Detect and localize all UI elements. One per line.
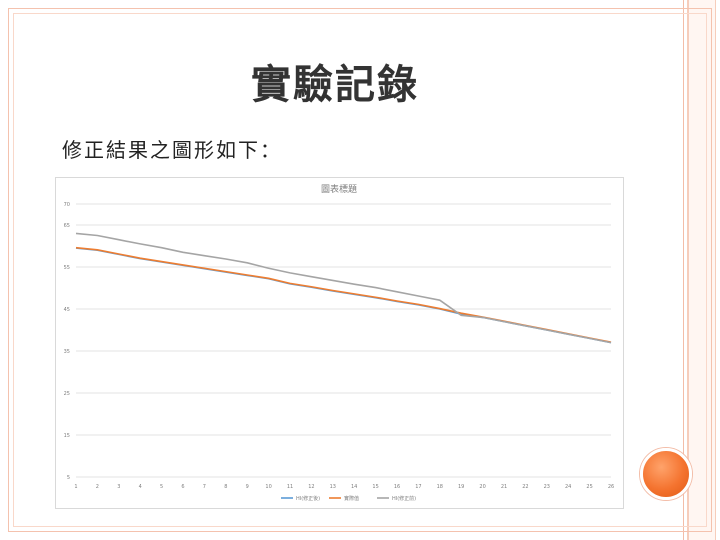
x-tick-label: 13 bbox=[330, 484, 336, 490]
x-tick-label: 5 bbox=[160, 484, 163, 490]
x-tick-label: 20 bbox=[479, 484, 485, 490]
y-tick-label: 35 bbox=[64, 349, 70, 355]
y-tick-label: 45 bbox=[64, 307, 70, 313]
x-tick-label: 10 bbox=[265, 484, 271, 490]
x-axis-tick-labels: 1 2 3 4 5 6 7 8 9 10 11 12 13 14 15 16 17 18 19 20 21 22 23 24 2… bbox=[74, 484, 614, 490]
slide-frame bbox=[8, 8, 712, 532]
x-tick-label: 23 bbox=[544, 484, 550, 490]
x-tick-label: 18 bbox=[437, 484, 443, 490]
x-tick-label: 15 bbox=[372, 484, 378, 490]
x-tick-label: 11 bbox=[287, 484, 293, 490]
legend-label: HI(修正前) bbox=[392, 495, 416, 502]
x-tick-label: 3 bbox=[117, 484, 120, 490]
slide-subtitle: 修正結果之圖形如下： bbox=[62, 138, 282, 162]
x-tick-label: 14 bbox=[351, 484, 357, 490]
slide-frame-inner bbox=[13, 13, 707, 527]
x-tick-label: 19 bbox=[458, 484, 464, 490]
line-chart: 圖表標題 5 15 25 35 45 55 65 70 1 2 3 4 5 6 7 8 9 10 11 12 13 14… bbox=[55, 177, 624, 509]
x-tick-label: 1 bbox=[74, 484, 77, 490]
x-tick-label: 4 bbox=[139, 484, 142, 490]
y-tick-label: 65 bbox=[64, 223, 70, 229]
x-tick-label: 6 bbox=[181, 484, 184, 490]
legend-label: 實際值 bbox=[344, 495, 359, 502]
chart-gridlines bbox=[76, 203, 611, 478]
decorative-orange-circle bbox=[640, 448, 692, 500]
x-tick-label: 12 bbox=[308, 484, 314, 490]
x-tick-label: 21 bbox=[501, 484, 507, 490]
y-tick-label: 5 bbox=[67, 475, 70, 481]
x-tick-label: 9 bbox=[246, 484, 249, 490]
y-tick-label: 55 bbox=[64, 265, 70, 271]
x-tick-label: 26 bbox=[608, 484, 614, 490]
chart-legend: HI(修正後) 實際值 HI(修正前) bbox=[281, 495, 416, 502]
y-tick-label: 25 bbox=[64, 391, 70, 397]
x-tick-label: 7 bbox=[203, 484, 206, 490]
x-tick-label: 8 bbox=[224, 484, 227, 490]
chart-title: 圖表標題 bbox=[321, 183, 357, 195]
y-tick-label: 70 bbox=[64, 202, 70, 208]
y-axis-tick-labels: 5 15 25 35 45 55 65 70 bbox=[64, 202, 70, 481]
x-tick-label: 2 bbox=[96, 484, 99, 490]
x-tick-label: 25 bbox=[586, 484, 592, 490]
x-tick-label: 17 bbox=[415, 484, 421, 490]
legend-label: HI(修正後) bbox=[296, 495, 320, 502]
y-tick-label: 15 bbox=[64, 433, 70, 439]
chart-series bbox=[75, 232, 612, 344]
slide-title: 實驗記錄 bbox=[251, 61, 419, 108]
x-tick-label: 24 bbox=[565, 484, 571, 490]
series-line-1 bbox=[75, 247, 612, 344]
series-line-3 bbox=[75, 232, 612, 344]
x-tick-label: 22 bbox=[522, 484, 528, 490]
x-tick-label: 16 bbox=[394, 484, 400, 490]
